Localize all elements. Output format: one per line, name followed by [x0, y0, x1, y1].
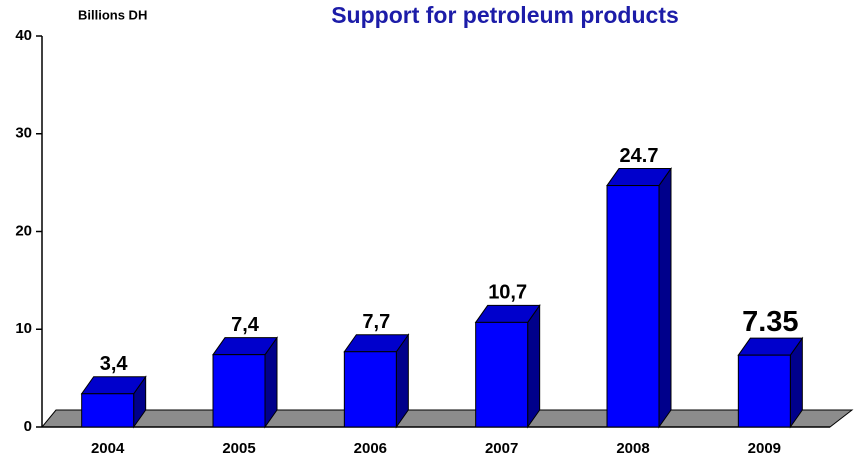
- bar: [81, 393, 135, 428]
- value-label: 10,7: [488, 282, 527, 304]
- bar-top: [737, 337, 804, 356]
- bar: [212, 354, 266, 428]
- x-tick-label: 2006: [354, 440, 387, 457]
- bar-top: [212, 337, 278, 356]
- y-tick-label: 40: [15, 27, 32, 44]
- x-tick-label: 2004: [91, 440, 125, 457]
- value-label: 24.7: [620, 145, 659, 167]
- bar: [737, 354, 791, 428]
- y-tick-label: 20: [15, 222, 32, 239]
- bar-top: [343, 334, 410, 353]
- floor: [40, 409, 854, 428]
- bar-side: [527, 303, 541, 429]
- y-tick-label: 30: [15, 125, 32, 142]
- value-label: 7.35: [742, 306, 798, 338]
- x-tick-label: 2009: [748, 440, 781, 457]
- bar: [475, 321, 529, 428]
- value-label: 3,4: [100, 353, 129, 375]
- value-label: 7,7: [362, 311, 390, 333]
- y-tick-label: 0: [24, 418, 32, 435]
- bar-top: [474, 304, 541, 323]
- bar-top: [80, 376, 147, 395]
- bar: [606, 185, 660, 428]
- chart-title: Support for petroleum products: [331, 2, 679, 28]
- y-tick-label: 10: [15, 320, 32, 337]
- x-tick-label: 2007: [485, 440, 518, 457]
- x-tick-label: 2005: [222, 440, 255, 457]
- bar-top: [606, 168, 672, 187]
- bar-side: [658, 166, 672, 429]
- bar: [343, 351, 397, 428]
- y-axis-label: Billions DH: [78, 7, 147, 22]
- x-tick-label: 2008: [616, 440, 649, 457]
- value-label: 7,4: [231, 314, 260, 336]
